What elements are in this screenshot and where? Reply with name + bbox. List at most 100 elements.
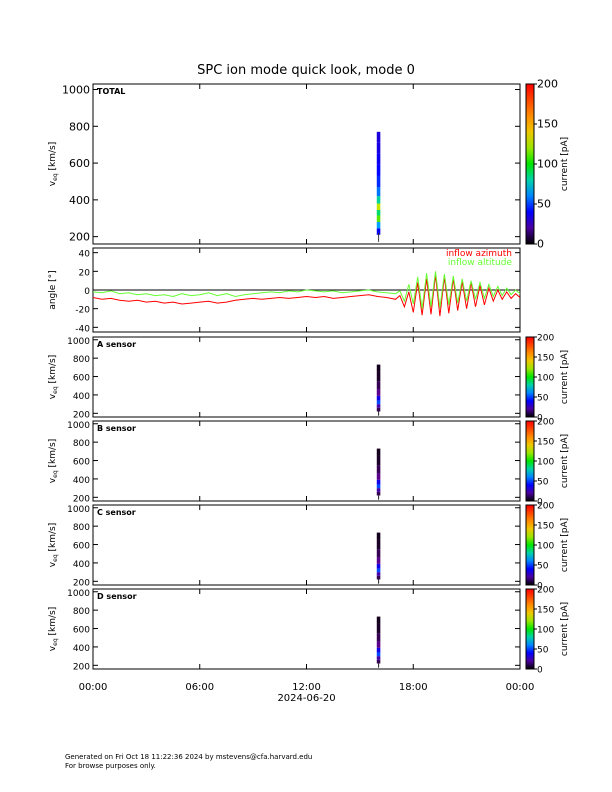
y-label-sub: eq xyxy=(52,554,59,562)
colorbar xyxy=(525,83,535,245)
y-axis-label: veq [km/s] xyxy=(48,355,59,399)
heatmap-cell xyxy=(376,455,381,466)
y-tick-label: 400 xyxy=(73,476,90,486)
heatmap-cell xyxy=(376,647,381,653)
x-tick-label: 06:00 xyxy=(185,682,214,693)
heatmap-speck xyxy=(378,582,380,584)
plot-frame xyxy=(92,420,521,502)
heatmap-cell xyxy=(376,196,381,204)
colorbar xyxy=(525,504,535,586)
y-tick-label: 800 xyxy=(73,523,90,533)
heatmap-cell xyxy=(376,371,381,382)
heatmap-cell xyxy=(376,381,381,390)
heatmap-cell xyxy=(376,175,381,187)
heatmap-speck xyxy=(378,234,380,236)
x-tick-label: 00:00 xyxy=(506,682,535,693)
sensor-tag: TOTAL xyxy=(97,87,125,96)
heatmap-cell xyxy=(376,568,381,573)
colorbar-tick-label: 100 xyxy=(537,542,554,552)
legend-entry: inflow altitude xyxy=(448,258,513,268)
colorbar xyxy=(525,336,535,418)
heatmap-cell xyxy=(376,228,381,235)
heatmap-cell xyxy=(376,215,381,222)
heatmap-speck xyxy=(378,666,380,668)
x-tick-label: 12:00 xyxy=(292,682,321,693)
y-tick-label: 800 xyxy=(73,607,90,617)
y-label-main: v xyxy=(48,477,58,483)
y-tick-label: 400 xyxy=(73,560,90,570)
colorbar-tick-label: 0 xyxy=(537,414,543,424)
y-tick-label: 800 xyxy=(73,439,90,449)
heatmap-cell xyxy=(376,572,381,576)
y-tick-label: 400 xyxy=(73,392,90,402)
y-tick-label: 600 xyxy=(73,374,90,384)
panel-D: 200 400 600 800 1000 veq [km/s] D sensor 0 50 100… xyxy=(48,586,570,676)
colorbar-label: current [pA] xyxy=(560,434,570,488)
colorbar-tick-label: 100 xyxy=(537,374,554,384)
y-tick-label: 200 xyxy=(73,578,90,588)
heatmap-cell xyxy=(376,575,381,580)
x-tick-label: 18:00 xyxy=(399,682,428,693)
colorbar-tick-label: 200 xyxy=(537,418,554,428)
series-altitude-line xyxy=(92,271,521,309)
colorbar-tick-label: 0 xyxy=(537,238,544,251)
y-tick-label: 1000 xyxy=(67,505,90,515)
y-tick-label: 200 xyxy=(73,410,90,420)
y-label-unit: [km/s] xyxy=(48,142,58,174)
y-axis-label: veq [km/s] xyxy=(48,523,59,567)
heatmap-cell xyxy=(376,404,381,408)
y-axis-label: angle [°] xyxy=(48,270,58,309)
y-tick-label: 800 xyxy=(69,120,90,133)
heatmap-cell xyxy=(376,479,381,485)
x-tick-label: 00:00 xyxy=(79,682,108,693)
heatmap-cell xyxy=(376,656,381,660)
plot-frame xyxy=(92,336,521,418)
plot-frame xyxy=(92,588,521,670)
colorbar-tick-label: 50 xyxy=(537,646,549,656)
heatmap-speck xyxy=(378,240,380,242)
heatmap-speck xyxy=(378,232,380,235)
heatmap-cell xyxy=(376,164,381,176)
heatmap-cell xyxy=(376,659,381,664)
y-label-main: v xyxy=(48,561,58,567)
heatmap-cell xyxy=(376,153,381,165)
colorbar-tick-label: 200 xyxy=(537,586,554,596)
colorbar-tick-label: 150 xyxy=(537,438,554,448)
y-tick-label: -20 xyxy=(75,306,90,316)
colorbar-tick-label: 50 xyxy=(537,562,549,572)
panel-B: 200 400 600 800 1000 veq [km/s] B sensor 0 50 100… xyxy=(48,418,570,508)
x-axis-labels: 00:00 06:00 12:00 18:00 00:00 2024-06-20 xyxy=(79,682,535,704)
y-tick-label: -40 xyxy=(75,324,90,334)
heatmap-cell xyxy=(376,641,381,648)
y-tick-label: 40 xyxy=(79,250,91,260)
colorbar-tick-label: 100 xyxy=(537,626,554,636)
colorbar-tick-label: 150 xyxy=(537,522,554,532)
heatmap-speck xyxy=(378,498,380,500)
plot-frame xyxy=(92,504,521,586)
heatmap-cell xyxy=(376,539,381,550)
panel-angle: -40 -20 0 20 40 angle [°] inflow azimuthinflow… xyxy=(48,247,521,334)
figure-title: SPC ion mode quick look, mode 0 xyxy=(197,63,415,78)
colorbar xyxy=(525,420,535,502)
y-tick-label: 200 xyxy=(69,231,90,244)
footer-generated: Generated on Fri Oct 18 11:22:36 2024 by… xyxy=(65,753,313,761)
y-label-main: v xyxy=(48,180,58,186)
heatmap-cell xyxy=(376,473,381,480)
y-tick-label: 400 xyxy=(69,194,90,207)
y-axis-label: veq [km/s] xyxy=(48,607,59,651)
y-tick-label: 600 xyxy=(73,458,90,468)
panel-C: 200 400 600 800 1000 veq [km/s] C sensor 0 50 100… xyxy=(48,502,570,592)
heatmap-cell xyxy=(376,652,381,657)
heatmap-cell xyxy=(376,633,381,642)
heatmap-cell xyxy=(376,395,381,401)
y-label-sub: eq xyxy=(52,638,59,646)
y-label-unit: [km/s] xyxy=(48,439,58,471)
heatmap-cell xyxy=(376,142,381,154)
y-label-sub: eq xyxy=(52,470,59,478)
colorbar-tick-label: 50 xyxy=(537,394,549,404)
heatmap-cell xyxy=(376,389,381,396)
heatmap-cell xyxy=(376,221,381,229)
heatmap-cell xyxy=(376,623,381,634)
y-tick-label: 0 xyxy=(84,287,90,297)
